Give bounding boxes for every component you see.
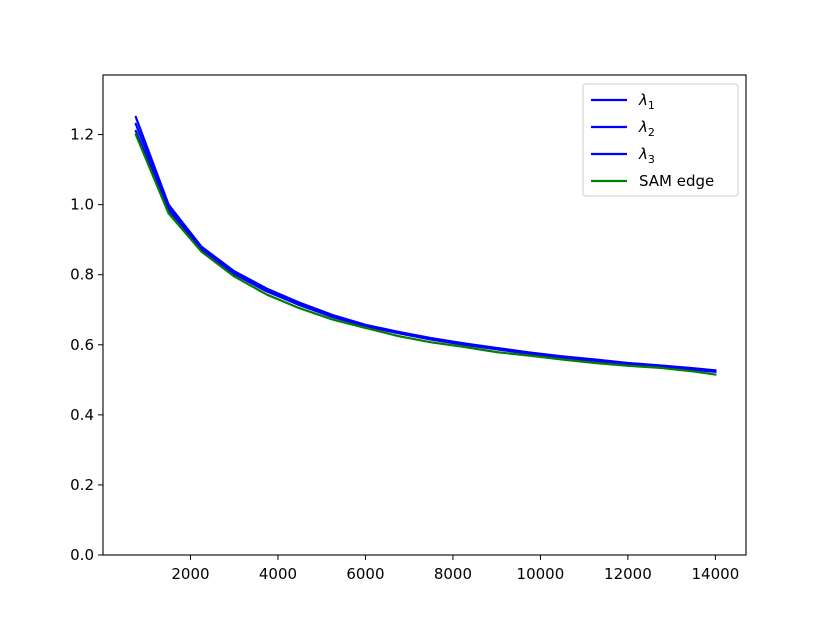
legend-label: SAM edge <box>639 172 714 190</box>
legend-label: λ1 <box>638 91 655 112</box>
axes-layer: 2000 4000 6000 8000 10000 12000 14000 0.0 0.2 0.4… <box>70 74 747 583</box>
legend: λ1 λ2 λ3 SAM edge <box>582 83 739 197</box>
x-tick-label: 12000 <box>604 565 652 583</box>
y-tick-label: 0.4 <box>70 406 94 424</box>
y-tick-label: 1.2 <box>70 126 94 144</box>
legend-box <box>582 83 739 197</box>
y-tick-label: 0.2 <box>70 476 94 494</box>
y-tick-label: 0.6 <box>70 336 94 354</box>
x-tick-label: 8000 <box>434 565 472 583</box>
x-tick-label: 2000 <box>171 565 209 583</box>
x-tick-label: 6000 <box>346 565 384 583</box>
plot-frame <box>102 74 747 556</box>
series-line-3 <box>134 129 717 373</box>
series-line-4 <box>134 133 717 376</box>
y-tick-label: 1.0 <box>70 196 94 214</box>
y-tick-label: 0.0 <box>70 546 94 564</box>
x-tick-label: 4000 <box>259 565 297 583</box>
legend-label: λ3 <box>638 145 655 166</box>
series-layer <box>134 115 717 376</box>
y-tick-label: 0.8 <box>70 266 94 284</box>
x-tick-label: 10000 <box>517 565 565 583</box>
legend-label: λ2 <box>638 118 655 139</box>
x-tick-label: 14000 <box>692 565 740 583</box>
